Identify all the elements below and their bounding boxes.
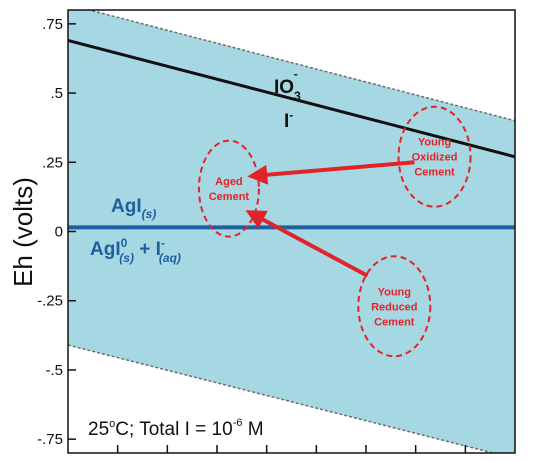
cement-region-ellipse xyxy=(397,105,472,208)
cement-region-ellipse xyxy=(357,255,432,358)
cement-region-label: Young xyxy=(378,286,411,298)
cement-region-label: Reduced xyxy=(371,301,417,313)
water-stability-band xyxy=(68,10,515,453)
iodate-label: IO3- xyxy=(274,67,301,103)
y-axis-label: Eh (volts) xyxy=(8,177,38,287)
cement-region-label: Cement xyxy=(209,191,250,203)
cement-region-label: Cement xyxy=(414,167,455,179)
y-tick-label: -.25 xyxy=(37,293,63,310)
agi-reduced-label: AgI0 (s) + I-(aq) xyxy=(90,236,181,265)
aging-arrow xyxy=(247,160,415,185)
aging-arrow xyxy=(245,210,369,278)
y-tick-label: .25 xyxy=(42,154,63,171)
aging-arrows xyxy=(245,160,415,278)
cement-region-label: Young xyxy=(418,137,451,149)
cement-regions: Aged Cement Young Oxidized Cement Young Reduce… xyxy=(197,105,472,358)
iodide-label: I- xyxy=(284,108,293,132)
x-axis-ticks xyxy=(116,445,467,453)
conditions-annotation: 25oC; Total I = 10-6 M xyxy=(88,417,264,440)
cement-region-label: Aged xyxy=(215,176,243,188)
y-tick-label: -.5 xyxy=(45,362,63,379)
band-lower-edge xyxy=(68,344,497,453)
y-tick-label: 0 xyxy=(55,224,63,241)
y-axis-ticks: .75 .5 .25 0 -.25 -.5 -.75 xyxy=(37,16,76,448)
cement-region-label: Cement xyxy=(374,316,415,328)
y-tick-label: .5 xyxy=(50,85,63,102)
y-tick-label: .75 xyxy=(42,16,63,33)
iodate-iodide-boundary-line xyxy=(68,39,515,159)
y-tick-label: -.75 xyxy=(37,431,63,448)
agi-solid-label: AgI(s) xyxy=(111,196,156,221)
cement-region-ellipse xyxy=(197,139,260,238)
cement-region-label: Oxidized xyxy=(412,152,458,164)
band-upper-edge xyxy=(86,10,515,122)
